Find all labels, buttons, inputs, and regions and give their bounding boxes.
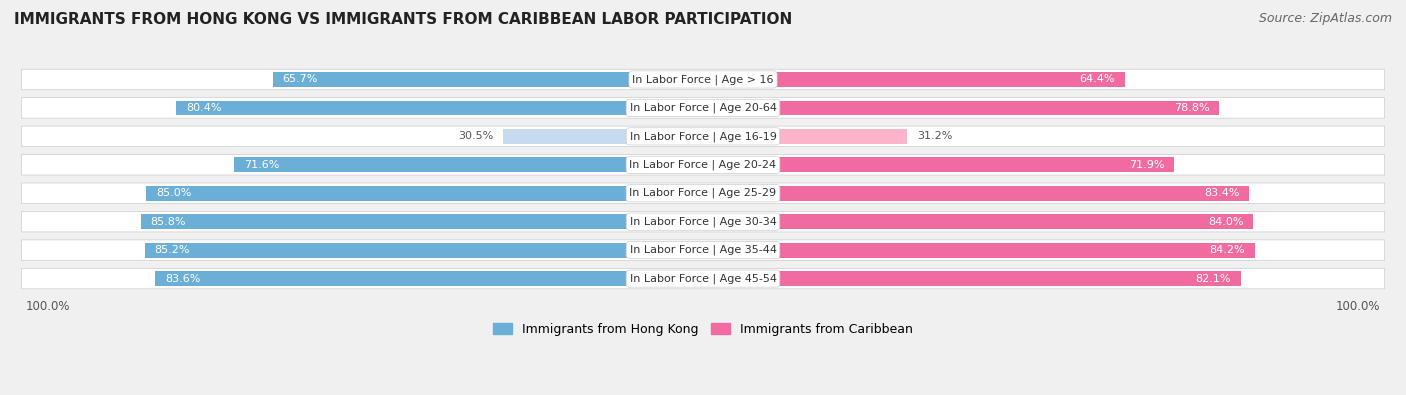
Text: 71.9%: 71.9% [1129,160,1164,170]
Bar [703,72,1125,87]
Text: 82.1%: 82.1% [1195,274,1232,284]
Text: In Labor Force | Age 25-29: In Labor Force | Age 25-29 [630,188,776,199]
Text: In Labor Force | Age 30-34: In Labor Force | Age 30-34 [630,216,776,227]
FancyBboxPatch shape [21,98,1385,118]
Text: In Labor Force | Age 20-64: In Labor Force | Age 20-64 [630,103,776,113]
Text: 85.2%: 85.2% [155,245,190,255]
FancyBboxPatch shape [21,69,1385,90]
Bar [176,100,703,115]
Text: 30.5%: 30.5% [458,132,494,141]
FancyBboxPatch shape [21,126,1385,147]
Text: 83.4%: 83.4% [1204,188,1240,198]
Bar [503,129,703,144]
Text: 83.6%: 83.6% [165,274,201,284]
Bar [703,100,1219,115]
Text: In Labor Force | Age 35-44: In Labor Force | Age 35-44 [630,245,776,256]
Text: 71.6%: 71.6% [243,160,278,170]
Text: 64.4%: 64.4% [1080,75,1115,85]
FancyBboxPatch shape [21,211,1385,232]
Bar [155,271,703,286]
Bar [233,157,703,172]
Text: 84.0%: 84.0% [1208,217,1243,227]
Bar [703,243,1254,258]
Text: 85.0%: 85.0% [156,188,191,198]
Text: IMMIGRANTS FROM HONG KONG VS IMMIGRANTS FROM CARIBBEAN LABOR PARTICIPATION: IMMIGRANTS FROM HONG KONG VS IMMIGRANTS … [14,12,793,27]
Legend: Immigrants from Hong Kong, Immigrants from Caribbean: Immigrants from Hong Kong, Immigrants fr… [488,318,918,341]
Bar [273,72,703,87]
Text: 31.2%: 31.2% [917,132,953,141]
Text: Source: ZipAtlas.com: Source: ZipAtlas.com [1258,12,1392,25]
Bar [703,271,1241,286]
Bar [145,243,703,258]
FancyBboxPatch shape [21,183,1385,203]
FancyBboxPatch shape [21,240,1385,260]
Text: 80.4%: 80.4% [186,103,222,113]
Bar [703,186,1250,201]
Text: 84.2%: 84.2% [1209,245,1244,255]
Text: In Labor Force | Age 16-19: In Labor Force | Age 16-19 [630,131,776,141]
FancyBboxPatch shape [21,154,1385,175]
Text: 65.7%: 65.7% [283,75,318,85]
Text: 78.8%: 78.8% [1174,103,1209,113]
Bar [703,157,1174,172]
Bar [141,214,703,229]
Text: In Labor Force | Age 20-24: In Labor Force | Age 20-24 [630,160,776,170]
Bar [703,129,907,144]
Bar [146,186,703,201]
Text: 85.8%: 85.8% [150,217,186,227]
Bar [703,214,1253,229]
Text: In Labor Force | Age > 16: In Labor Force | Age > 16 [633,74,773,85]
FancyBboxPatch shape [21,268,1385,289]
Text: In Labor Force | Age 45-54: In Labor Force | Age 45-54 [630,273,776,284]
